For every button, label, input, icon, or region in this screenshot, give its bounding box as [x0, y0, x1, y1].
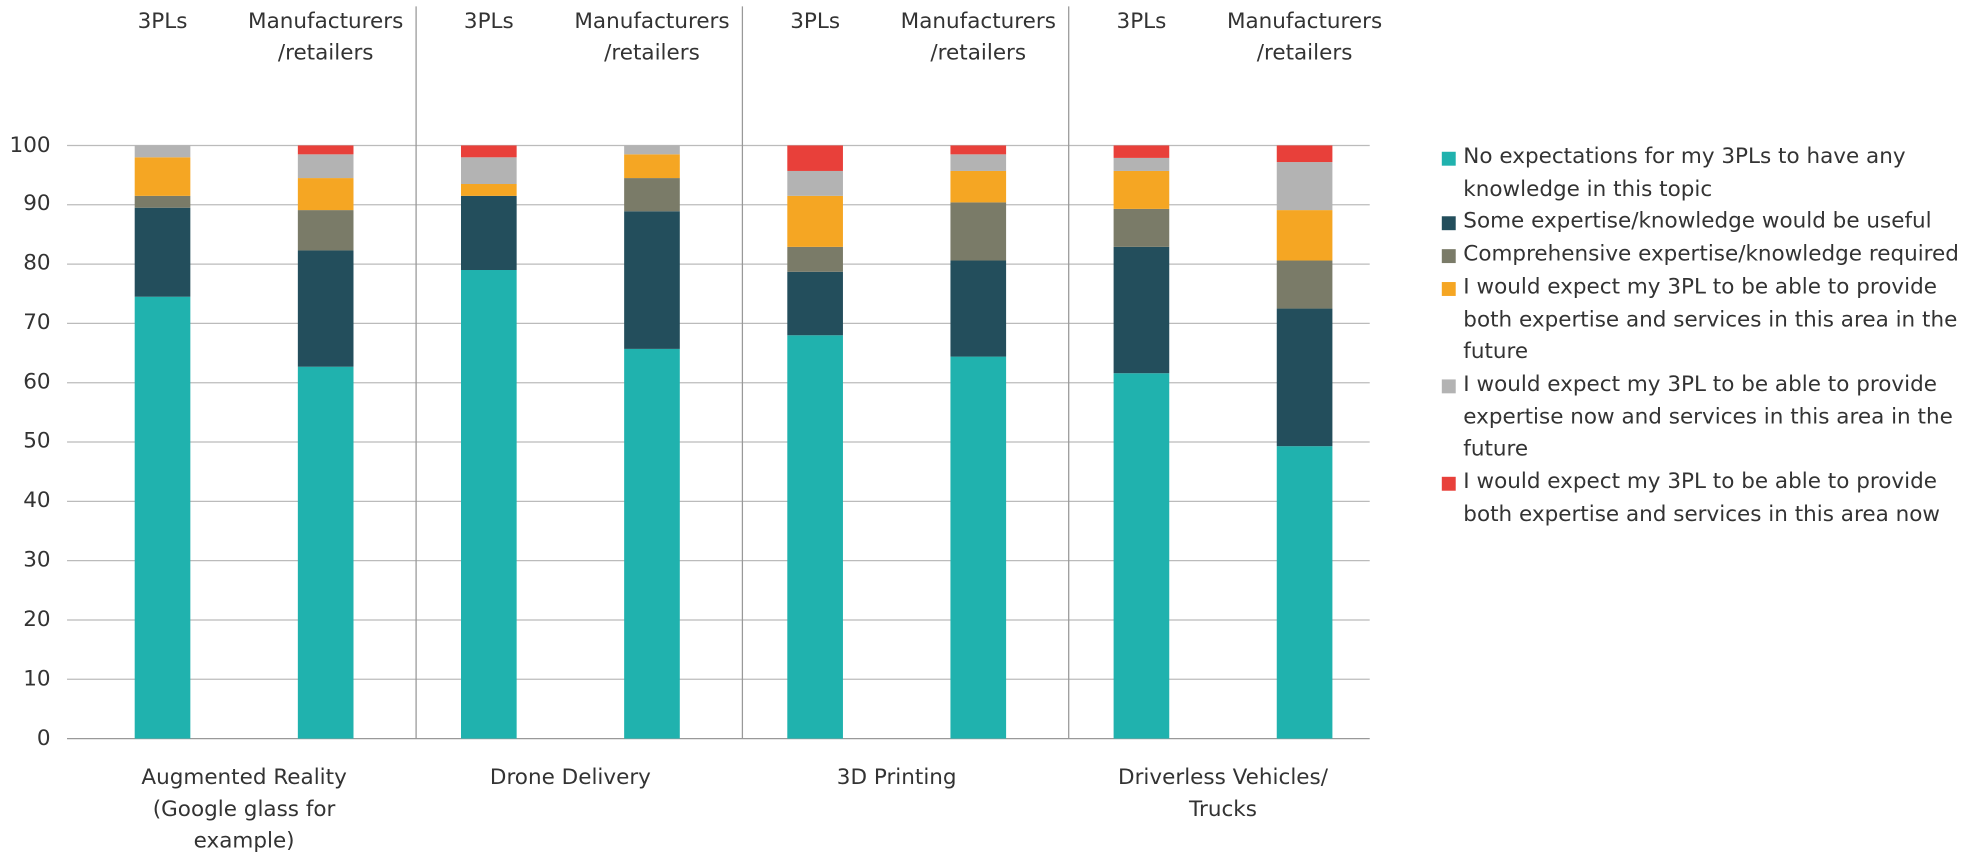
- legend-swatch: [1441, 476, 1456, 491]
- x-tick-label: 3PLs: [137, 8, 188, 35]
- legend-label: Some expertise/knowledge would be useful: [1463, 208, 1932, 234]
- legend-label: I would expect my 3PL to be able to prov…: [1463, 274, 1958, 365]
- bar-segment: [460, 184, 517, 196]
- y-tick-label: 40: [23, 488, 51, 514]
- bar-segment: [1113, 145, 1170, 158]
- group-label: Augmented Reality (Google glass for exam…: [141, 765, 347, 854]
- bar-segment: [134, 296, 191, 739]
- bar-segment: [134, 145, 191, 158]
- legend-swatch: [1441, 379, 1456, 394]
- bar-segment: [624, 154, 680, 179]
- y-tick-label: 30: [23, 547, 51, 573]
- y-tick-label: 10: [23, 666, 51, 692]
- y-tick-label: 100: [9, 132, 51, 158]
- y-tick-label: 70: [23, 310, 51, 336]
- bar-segment: [1276, 308, 1333, 447]
- legend-swatch: [1441, 151, 1456, 166]
- x-tick-label: Manufacturers /retailers: [1226, 8, 1383, 66]
- y-tick-label: 90: [23, 191, 51, 217]
- bar-segment: [1276, 162, 1333, 211]
- bar-segment: [950, 356, 1007, 739]
- x-tick-label: 3PLs: [790, 8, 841, 35]
- bar-segment: [950, 154, 1007, 171]
- bar-segment: [297, 250, 354, 367]
- legend-swatch: [1441, 282, 1456, 296]
- bar-segment: [787, 170, 843, 196]
- bar-segment: [1113, 208, 1170, 247]
- bar-segment: [624, 178, 680, 212]
- legend-swatch: [1441, 249, 1456, 264]
- legend-label: I would expect my 3PL to be able to prov…: [1463, 371, 1953, 462]
- group-label: 3D Printing: [836, 765, 957, 791]
- group-label: Drone Delivery: [489, 765, 651, 791]
- bar-segment: [950, 170, 1007, 203]
- bar-segment: [460, 157, 517, 185]
- bar-segment: [787, 145, 843, 171]
- bar-segment: [134, 157, 191, 196]
- bar-segment: [134, 195, 191, 208]
- x-tick-label: Manufacturers /retailers: [900, 8, 1056, 66]
- bar-segment: [1113, 373, 1170, 739]
- bar-segment: [1276, 145, 1333, 163]
- bar-segment: [297, 154, 354, 179]
- bar-segment: [787, 335, 843, 739]
- group-label: Driverless Vehicles/ Trucks: [1118, 765, 1328, 823]
- bar-segment: [787, 246, 843, 272]
- x-tick-label: 3PLs: [1116, 8, 1167, 35]
- bar-segment: [297, 145, 354, 155]
- bar-segment: [950, 145, 1007, 155]
- y-tick-label: 80: [23, 250, 51, 277]
- bar-segment: [624, 211, 680, 349]
- bar-segment: [1113, 246, 1170, 374]
- legend-label: No expectations for my 3PLs to have any …: [1463, 144, 1906, 202]
- bar-segment: [950, 202, 1007, 261]
- bar-segment: [1276, 260, 1333, 309]
- bar-segment: [1113, 170, 1170, 209]
- y-tick-label: 60: [23, 369, 51, 395]
- bar-segment: [787, 195, 843, 247]
- bar-segment: [460, 145, 517, 158]
- bar-segment: [950, 260, 1007, 357]
- x-tick-label: 3PLs: [463, 8, 514, 35]
- bar-segment: [460, 195, 517, 271]
- y-tick-label: 50: [23, 428, 51, 455]
- bar-segment: [624, 348, 680, 739]
- x-tick-label: Manufacturers /retailers: [248, 8, 404, 66]
- bar-segment: [1276, 446, 1333, 739]
- y-tick-label: 0: [36, 725, 51, 751]
- bar-segment: [297, 366, 354, 739]
- legend-label: I would expect my 3PL to be able to prov…: [1463, 469, 1940, 527]
- legend-label: Comprehensive expertise/knowledge requir…: [1463, 241, 1959, 267]
- legend-swatch: [1441, 216, 1456, 231]
- bar-segment: [297, 210, 354, 251]
- bar-segment: [624, 145, 680, 155]
- bar-segment: [460, 270, 517, 739]
- bar-segment: [787, 271, 843, 336]
- bar-segment: [134, 207, 191, 297]
- bar-segment: [1113, 157, 1170, 171]
- bar-segment: [1276, 210, 1333, 261]
- x-tick-label: Manufacturers /retailers: [574, 8, 730, 66]
- bar-segment: [297, 178, 354, 211]
- y-tick-label: 20: [23, 606, 51, 632]
